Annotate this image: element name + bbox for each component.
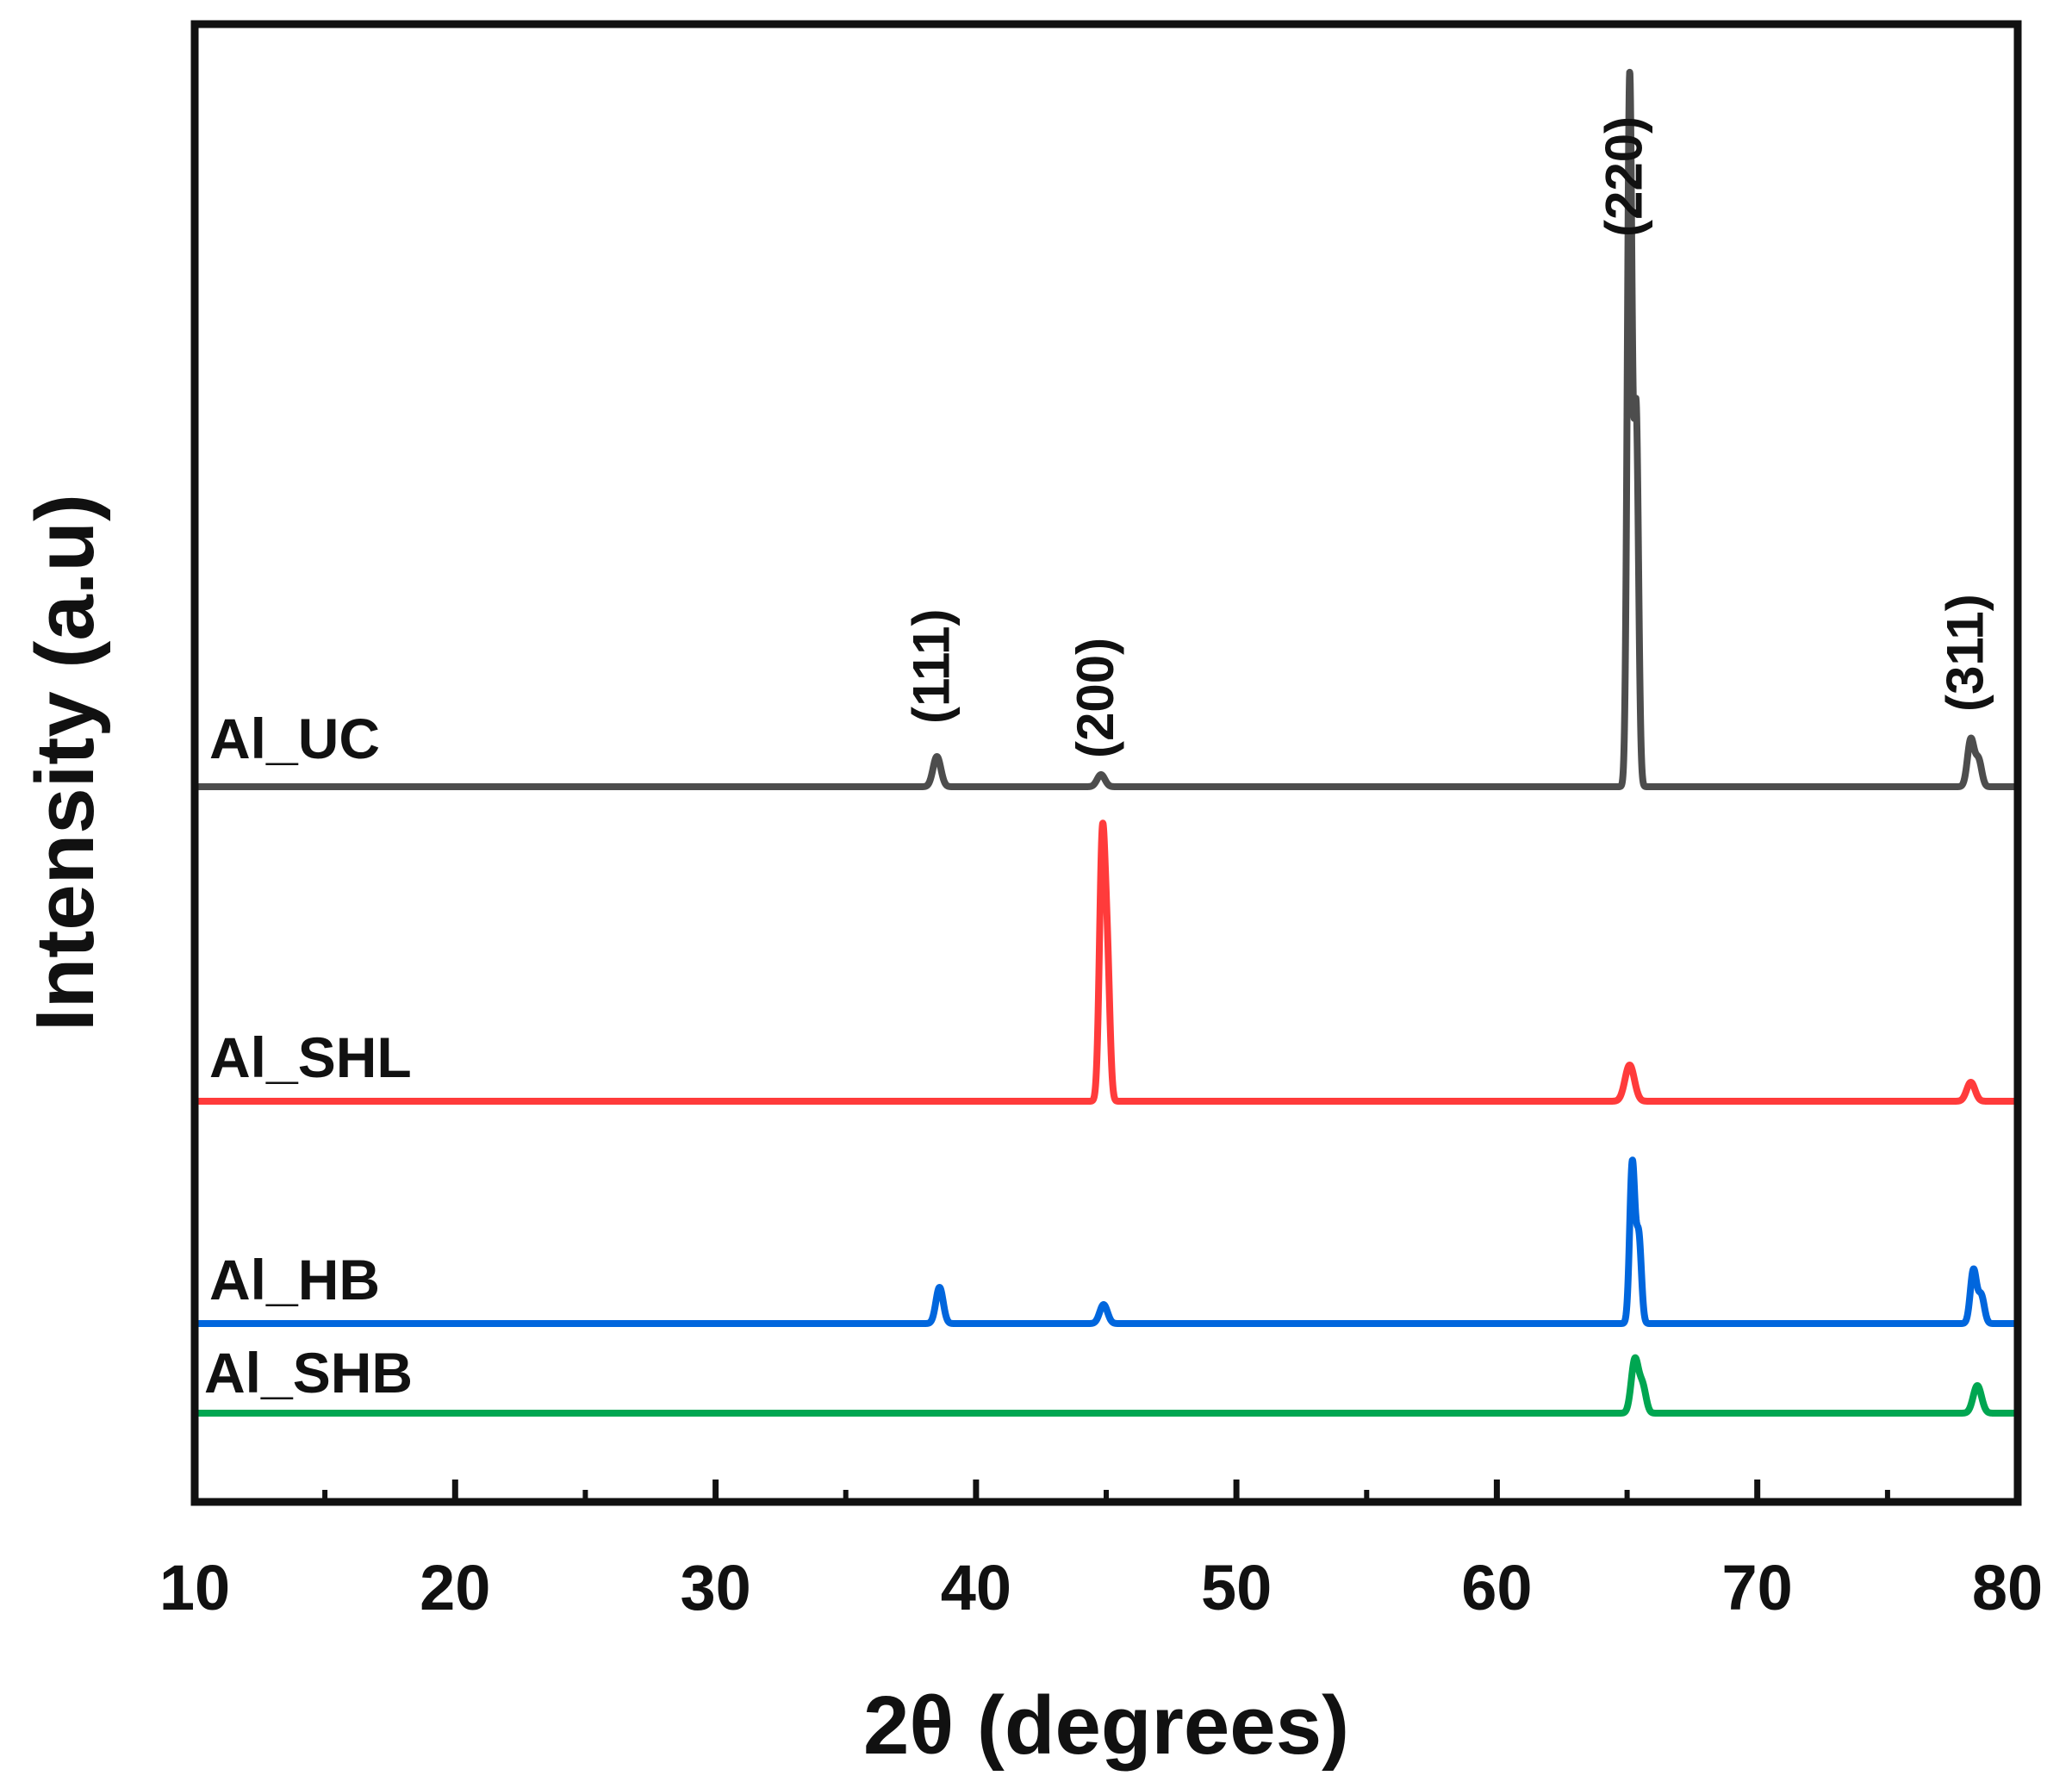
series-label-al-uc: Al_UC	[209, 707, 380, 770]
x-tick-label: 80	[1972, 1552, 2043, 1623]
series-labels: Al_UC Al_SHL Al_HB Al_SHB	[204, 707, 413, 1405]
trace-al-shl	[191, 819, 2021, 1105]
series-label-al-hb: Al_HB	[209, 1248, 380, 1311]
x-tick-label: 50	[1201, 1552, 1272, 1623]
peak-label-220: (220)	[1596, 116, 1653, 237]
series-label-al-shl: Al_SHL	[209, 1025, 412, 1089]
x-tick-label: 30	[680, 1552, 750, 1623]
x-tick-label: 40	[941, 1552, 1011, 1623]
x-axis-ticks: 10 20 30 40 50 60 70 80	[159, 1480, 2043, 1623]
x-tick-label: 10	[159, 1552, 230, 1623]
peak-label-311: (311)	[1937, 594, 1994, 712]
peak-labels: (111) (200) (220) (311)	[903, 116, 1994, 758]
peak-label-200: (200)	[1067, 638, 1124, 758]
traces	[191, 68, 2021, 1417]
series-label-al-shb: Al_SHB	[204, 1341, 413, 1405]
x-tick-label: 60	[1461, 1552, 1532, 1623]
trace-al-hb	[191, 1156, 2021, 1327]
trace-al-shb	[191, 1354, 2021, 1417]
x-axis-title: 2θ (degrees)	[863, 1679, 1349, 1772]
trace-al-uc	[191, 68, 2021, 790]
plot-frame	[190, 20, 2022, 1506]
peak-label-111: (111)	[903, 609, 961, 724]
x-tick-label: 20	[420, 1552, 490, 1623]
x-tick-label: 70	[1722, 1552, 1793, 1623]
y-axis-title: Intensity (a.u)	[19, 494, 111, 1031]
